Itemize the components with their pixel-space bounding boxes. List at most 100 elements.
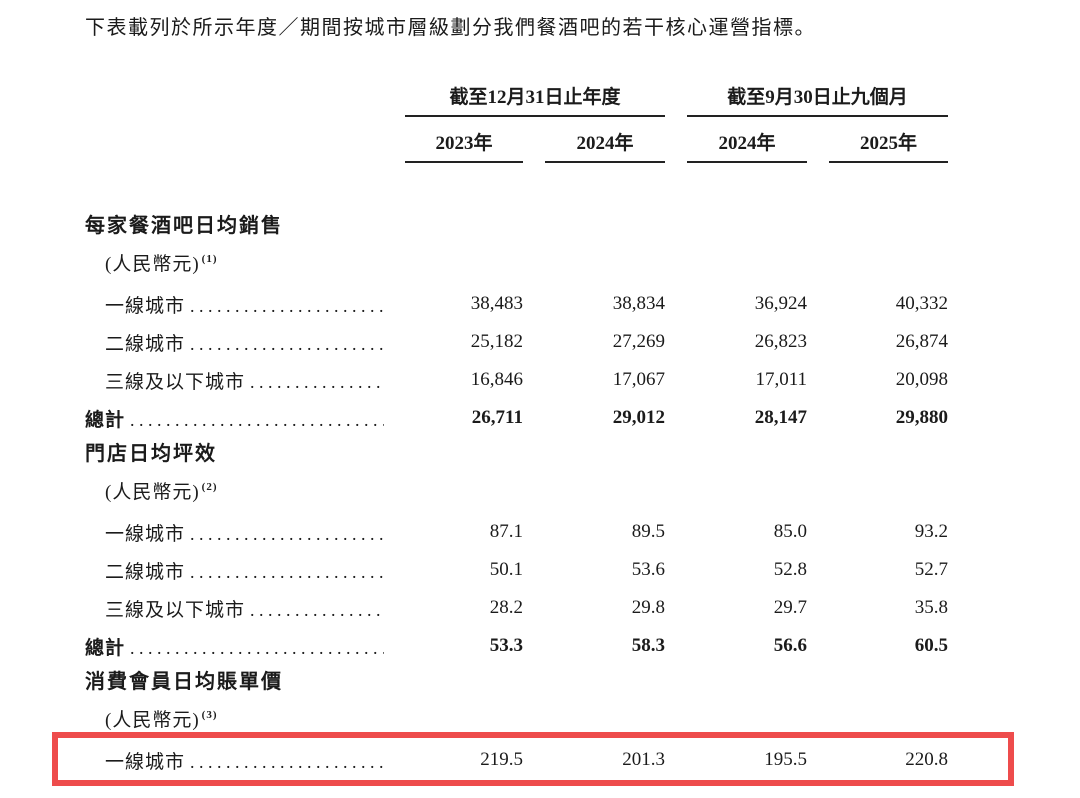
table-row-total: 總計 26,711 29,012 28,147 29,880 bbox=[85, 399, 948, 437]
section-title-row: 門店日均坪效 bbox=[85, 437, 948, 477]
row-label-cell: 一線城市 bbox=[85, 747, 390, 774]
cell-value: 29.7 bbox=[773, 597, 807, 618]
dot-leader bbox=[190, 562, 384, 584]
section-title: 每家餐酒吧日均銷售 bbox=[85, 215, 283, 237]
cell-value: 16,846 bbox=[470, 369, 523, 390]
cell-value: 58.3 bbox=[631, 635, 665, 656]
cell-value: 201.3 bbox=[622, 749, 665, 770]
cell-value: 219.5 bbox=[480, 749, 523, 770]
dot-leader bbox=[190, 524, 384, 546]
cell-value: 52.7 bbox=[914, 559, 948, 580]
cell-value: 60.5 bbox=[914, 635, 948, 656]
cell-value: 87.1 bbox=[489, 521, 523, 542]
table-row-total: 總計 53.3 58.3 56.6 60.5 bbox=[85, 627, 948, 665]
footnote-superscript: (3) bbox=[201, 708, 218, 721]
unit-label: (人民幣元) bbox=[105, 482, 200, 503]
row-label: 總計 bbox=[85, 637, 126, 659]
row-label: 二線城市 bbox=[105, 561, 186, 583]
intro-paragraph: 下表載列於所示年度／期間按城市層級劃分我們餐酒吧的若干核心運營指標。 bbox=[85, 17, 816, 39]
cell-value: 93.2 bbox=[914, 521, 948, 542]
year-col-2024-9m: 2024年 bbox=[665, 117, 807, 163]
section-title-row: 每家餐酒吧日均銷售 bbox=[85, 209, 948, 249]
row-label-cell: 三線及以下城市 bbox=[85, 595, 390, 622]
cell-value: 20,098 bbox=[895, 369, 948, 390]
year-col-2025-9m: 2025年 bbox=[807, 117, 948, 163]
row-label-cell: 總計 bbox=[85, 405, 390, 432]
cell-value: 53.6 bbox=[631, 559, 665, 580]
year-label-2024fy: 2024年 bbox=[545, 117, 665, 163]
cell-value: 85.0 bbox=[773, 521, 807, 542]
cell-value: 28,147 bbox=[754, 407, 807, 428]
unit-cell: (人民幣元) (1) bbox=[85, 249, 948, 276]
cell-value: 28.2 bbox=[489, 597, 523, 618]
table-row-tier3-below: 三線及以下城市 28.2 29.8 29.7 35.8 bbox=[85, 589, 948, 627]
section-daily-sales-per-sqm: 門店日均坪效 (人民幣元)(2) 一線城市 87.1 89.5 85.0 93.… bbox=[85, 437, 948, 665]
cell-value: 27,269 bbox=[612, 331, 665, 352]
section-unit-row: (人民幣元) (3) bbox=[85, 705, 948, 741]
year-label-2025-9m: 2025年 bbox=[829, 117, 948, 163]
dot-leader bbox=[130, 638, 384, 660]
cell-value: 50.1 bbox=[489, 559, 523, 580]
table-row-tier1: 一線城市 38,483 38,834 36,924 40,332 bbox=[85, 285, 948, 323]
colgroup-header-row: 截至12月31日止年度 截至9月30日止九個月 bbox=[85, 82, 948, 117]
dot-leader bbox=[250, 600, 384, 622]
cell-value: 29,012 bbox=[612, 407, 665, 428]
year-col-2024fy: 2024年 bbox=[523, 117, 665, 163]
unit-cell: (人民幣元) (3) bbox=[85, 705, 948, 732]
row-label-cell: 二線城市 bbox=[85, 557, 390, 584]
cell-value: 36,924 bbox=[754, 293, 807, 314]
section-title: 消費會員日均賬單價 bbox=[85, 671, 283, 693]
core-metrics-table: 截至12月31日止年度 截至9月30日止九個月 2023年 2024年 2024… bbox=[52, 82, 1014, 786]
dot-leader bbox=[190, 296, 384, 318]
table-row-tier1-highlighted: 一線城市 219.5 201.3 195.5 220.8 bbox=[85, 741, 948, 779]
unit-cell: (人民幣元) (2) bbox=[85, 477, 948, 504]
row-label-cell: 三線及以下城市 bbox=[85, 367, 390, 394]
row-label: 二線城市 bbox=[105, 333, 186, 355]
row-label: 一線城市 bbox=[105, 523, 186, 545]
cell-value: 195.5 bbox=[764, 749, 807, 770]
cell-value: 38,834 bbox=[612, 293, 665, 314]
table-row-tier1: 一線城市 87.1 89.5 85.0 93.2 bbox=[85, 513, 948, 551]
dot-leader bbox=[130, 410, 384, 432]
section-title: 門店日均坪效 bbox=[85, 443, 217, 465]
cell-value: 220.8 bbox=[905, 749, 948, 770]
cell-value: 89.5 bbox=[631, 521, 665, 542]
colgroup-year-ended: 截至12月31日止年度 bbox=[390, 82, 665, 117]
row-label: 一線城市 bbox=[105, 295, 186, 317]
row-label-cell: 一線城市 bbox=[85, 519, 390, 546]
table-row-tier3-below: 三線及以下城市 16,846 17,067 17,011 20,098 bbox=[85, 361, 948, 399]
table-row-tier2: 二線城市 25,182 27,269 26,823 26,874 bbox=[85, 323, 948, 361]
dot-leader bbox=[250, 372, 384, 394]
document-page: 下表載列於所示年度／期間按城市層級劃分我們餐酒吧的若干核心運營指標。 截至12月… bbox=[0, 0, 1080, 779]
dot-leader bbox=[190, 752, 384, 774]
cell-value: 56.6 bbox=[773, 635, 807, 656]
year-label-2023: 2023年 bbox=[405, 117, 523, 163]
row-label-cell: 總計 bbox=[85, 633, 390, 660]
cell-value: 25,182 bbox=[470, 331, 523, 352]
section-unit-row: (人民幣元) (2) bbox=[85, 477, 948, 513]
year-col-2023: 2023年 bbox=[390, 117, 523, 163]
section-title-row: 消費會員日均賬單價 bbox=[85, 665, 948, 705]
cell-value: 52.8 bbox=[773, 559, 807, 580]
row-label: 三線及以下城市 bbox=[105, 599, 246, 621]
dot-leader bbox=[190, 334, 384, 356]
cell-value: 26,874 bbox=[895, 331, 948, 352]
unit-label: (人民幣元) bbox=[105, 254, 200, 275]
row-label: 三線及以下城市 bbox=[105, 371, 246, 393]
unit-label: (人民幣元) bbox=[105, 710, 200, 731]
section-avg-daily-sales: 每家餐酒吧日均銷售 (人民幣元)(1) 一線城市 38,483 38,834 3… bbox=[85, 209, 948, 437]
colgroup-year-ended-label: 截至12月31日止年度 bbox=[405, 82, 665, 117]
row-label: 總計 bbox=[85, 409, 126, 431]
cell-value: 35.8 bbox=[914, 597, 948, 618]
cell-value: 29.8 bbox=[631, 597, 665, 618]
year-spacer-cell bbox=[85, 117, 390, 163]
section-unit-row: (人民幣元) (1) bbox=[85, 249, 948, 285]
colgroup-spacer-cell bbox=[85, 82, 390, 117]
highlighted-row-wrap: 一線城市 219.5 201.3 195.5 220.8 bbox=[52, 732, 1014, 786]
row-label-cell: 一線城市 bbox=[85, 291, 390, 318]
year-label-2024-9m: 2024年 bbox=[687, 117, 807, 163]
year-header-row: 2023年 2024年 2024年 2025年 bbox=[85, 117, 948, 163]
section-avg-bill-per-member: 消費會員日均賬單價 (人民幣元)(3) 一線城市 219.5 201.3 195… bbox=[52, 665, 1014, 786]
table-row-tier2: 二線城市 50.1 53.6 52.8 52.7 bbox=[85, 551, 948, 589]
cell-value: 17,067 bbox=[612, 369, 665, 390]
